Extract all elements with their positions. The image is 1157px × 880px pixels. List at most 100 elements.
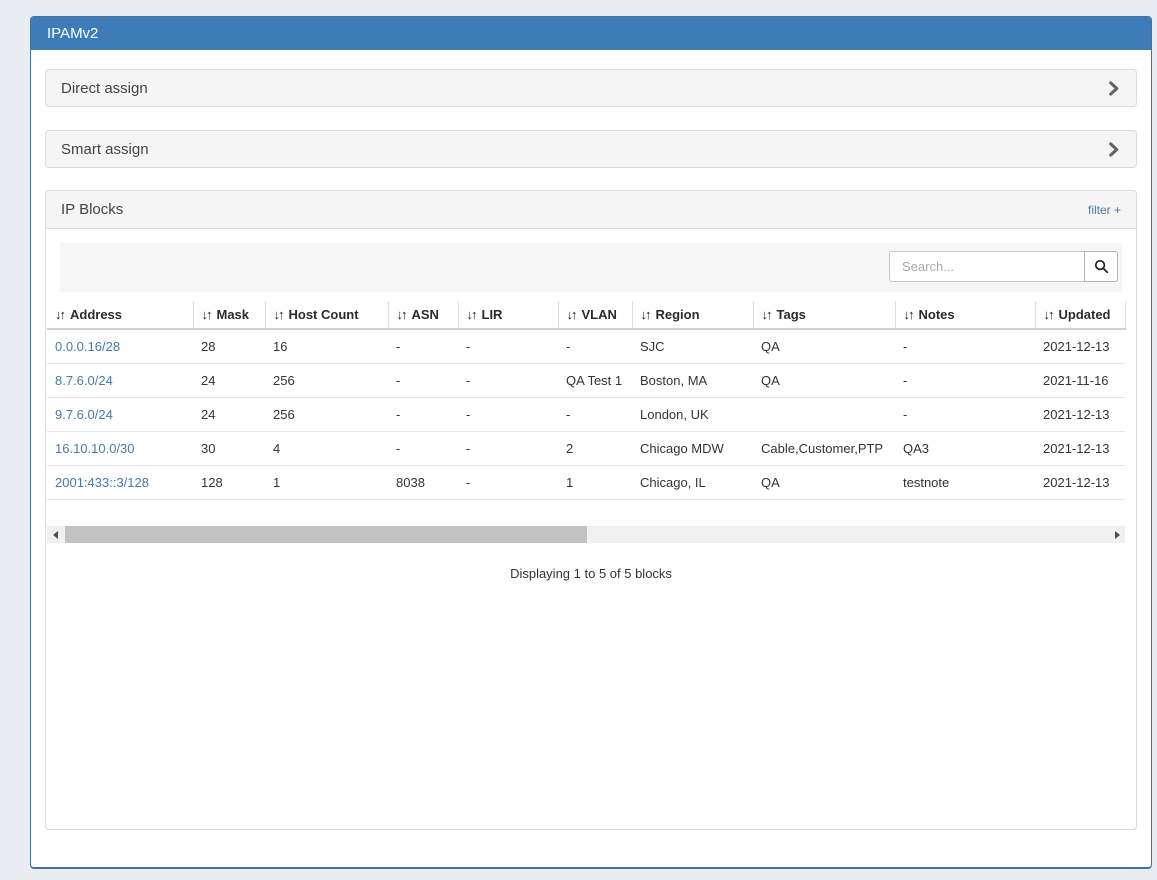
cell-lir: - — [458, 364, 558, 398]
cell-lir: - — [458, 432, 558, 466]
chevron-right-icon[interactable] — [1106, 142, 1121, 157]
table-header-row: ↓↑Address↓↑Mask↓↑Host Count↓↑ASN↓↑LIR↓↑V… — [47, 301, 1125, 329]
sort-icon: ↓↑ — [467, 307, 476, 322]
cell-vlan: QA Test 1 — [558, 364, 632, 398]
column-label: Notes — [919, 307, 955, 322]
cell-mask: 28 — [193, 329, 265, 364]
sort-icon: ↓↑ — [641, 307, 650, 322]
column-label: Region — [656, 307, 700, 322]
cell-vlan: 1 — [558, 466, 632, 500]
table-summary: Displaying 1 to 5 of 5 blocks — [46, 566, 1136, 581]
cell-address: 16.10.10.0/30 — [47, 432, 193, 466]
address-link[interactable]: 9.7.6.0/24 — [55, 407, 113, 422]
column-header-tags[interactable]: ↓↑ Tags — [753, 301, 895, 329]
scroll-right-arrow[interactable] — [1109, 526, 1125, 543]
cell-asn: - — [388, 364, 458, 398]
column-label: VLAN — [582, 307, 617, 322]
search-button[interactable] — [1084, 251, 1118, 282]
cell-vlan: 2 — [558, 432, 632, 466]
address-link[interactable]: 16.10.10.0/30 — [55, 441, 135, 456]
app-header: IPAMv2 — [31, 17, 1151, 50]
cell-tags: QA — [753, 466, 895, 500]
cell-tags: QA — [753, 329, 895, 364]
column-label: Mask — [217, 307, 250, 322]
column-header-lir[interactable]: ↓↑ LIR — [458, 301, 558, 329]
cell-tags — [753, 398, 895, 432]
cell-notes: QA3 — [895, 432, 1035, 466]
sort-icon: ↓↑ — [567, 307, 576, 322]
cell-address: 9.7.6.0/24 — [47, 398, 193, 432]
horizontal-scrollbar[interactable] — [47, 526, 1125, 543]
cell-host_count: 4 — [265, 432, 388, 466]
column-label: LIR — [482, 307, 503, 322]
column-label: Updated — [1059, 307, 1111, 322]
cell-tags: Cable,Customer,PTP — [753, 432, 895, 466]
cell-mask: 128 — [193, 466, 265, 500]
panel-direct-assign[interactable]: Direct assign — [45, 69, 1137, 107]
column-header-region[interactable]: ↓↑ Region — [632, 301, 753, 329]
search-group — [889, 251, 1118, 282]
scroll-left-arrow[interactable] — [47, 526, 63, 543]
table-row: 16.10.10.0/30304--2Chicago MDWCable,Cust… — [47, 432, 1125, 466]
column-header-host_count[interactable]: ↓↑ Host Count — [265, 301, 388, 329]
column-header-updated[interactable]: ↓↑ Updated — [1035, 301, 1125, 329]
filter-link[interactable]: filter + — [1088, 203, 1121, 217]
cell-updated: 2021-12-13 — [1035, 432, 1125, 466]
table-body: 0.0.0.16/282816---SJCQA-2021-12-138.7.6.… — [47, 329, 1125, 500]
cell-asn: - — [388, 398, 458, 432]
sort-icon: ↓↑ — [274, 307, 283, 322]
column-label: Tags — [777, 307, 806, 322]
direct-assign-title: Direct assign — [61, 80, 148, 97]
table-row: 8.7.6.0/2424256--QA Test 1Boston, MAQA-2… — [47, 364, 1125, 398]
app-window: IPAMv2 Direct assign Smart assign IP Blo… — [30, 16, 1152, 869]
column-label: Host Count — [289, 307, 359, 322]
cell-region: SJC — [632, 329, 753, 364]
cell-region: Boston, MA — [632, 364, 753, 398]
column-header-mask[interactable]: ↓↑ Mask — [193, 301, 265, 329]
page-background: IPAMv2 Direct assign Smart assign IP Blo… — [0, 0, 1157, 880]
column-header-notes[interactable]: ↓↑ Notes — [895, 301, 1035, 329]
cell-asn: 8038 — [388, 466, 458, 500]
cell-region: Chicago, IL — [632, 466, 753, 500]
address-link[interactable]: 2001:433::3/128 — [55, 475, 149, 490]
cell-vlan: - — [558, 329, 632, 364]
cell-address: 8.7.6.0/24 — [47, 364, 193, 398]
smart-assign-title: Smart assign — [61, 141, 149, 158]
cell-lir: - — [458, 329, 558, 364]
chevron-right-icon[interactable] — [1106, 81, 1121, 96]
column-header-vlan[interactable]: ↓↑ VLAN — [558, 301, 632, 329]
ip-blocks-header: IP Blocks filter + — [46, 191, 1136, 229]
address-link[interactable]: 0.0.0.16/28 — [55, 339, 120, 354]
cell-notes: testnote — [895, 466, 1035, 500]
sort-icon: ↓↑ — [904, 307, 913, 322]
left-triangle-icon — [53, 531, 58, 539]
cell-updated: 2021-12-13 — [1035, 329, 1125, 364]
table-row: 9.7.6.0/2424256---London, UK-2021-12-13 — [47, 398, 1125, 432]
sort-icon: ↓↑ — [397, 307, 406, 322]
column-header-address[interactable]: ↓↑Address — [47, 301, 193, 329]
cell-notes: - — [895, 329, 1035, 364]
table-row: 2001:433::3/12812818038-1Chicago, ILQAte… — [47, 466, 1125, 500]
cell-lir: - — [458, 466, 558, 500]
sort-icon: ↓↑ — [1044, 307, 1053, 322]
cell-address: 2001:433::3/128 — [47, 466, 193, 500]
cell-updated: 2021-12-13 — [1035, 466, 1125, 500]
sort-icon: ↓↑ — [762, 307, 771, 322]
search-input[interactable] — [889, 251, 1085, 282]
cell-updated: 2021-11-16 — [1035, 364, 1125, 398]
sort-icon: ↓↑ — [202, 307, 211, 322]
scrollbar-thumb[interactable] — [65, 526, 587, 543]
cell-region: London, UK — [632, 398, 753, 432]
cell-lir: - — [458, 398, 558, 432]
panel-smart-assign[interactable]: Smart assign — [45, 130, 1137, 168]
column-label: ASN — [412, 307, 439, 322]
cell-notes: - — [895, 398, 1035, 432]
cell-host_count: 256 — [265, 364, 388, 398]
app-title: IPAMv2 — [47, 25, 98, 42]
search-bar — [60, 243, 1122, 292]
column-header-asn[interactable]: ↓↑ ASN — [388, 301, 458, 329]
sort-icon: ↓↑ — [55, 307, 64, 322]
ip-blocks-body: ↓↑Address↓↑Mask↓↑Host Count↓↑ASN↓↑LIR↓↑V… — [46, 229, 1136, 581]
ip-blocks-table: ↓↑Address↓↑Mask↓↑Host Count↓↑ASN↓↑LIR↓↑V… — [47, 301, 1126, 500]
address-link[interactable]: 8.7.6.0/24 — [55, 373, 113, 388]
